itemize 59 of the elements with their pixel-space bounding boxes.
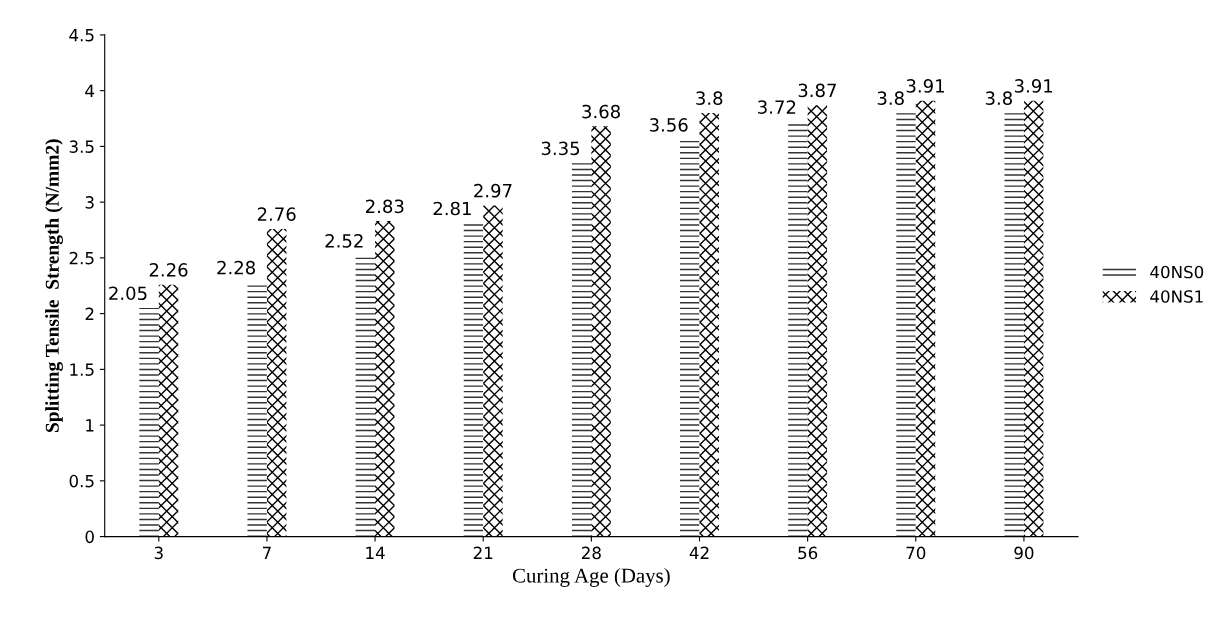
data-label: 3.68 <box>582 104 620 119</box>
data-label: 3.8 <box>877 91 904 105</box>
data-label: 2.05 <box>109 286 147 301</box>
data-label: 2.83 <box>366 199 404 214</box>
bar <box>788 121 808 537</box>
data-label: 3.8 <box>985 91 1012 105</box>
bar <box>463 223 484 537</box>
y-tick-label: 1.5 <box>70 363 94 376</box>
data-label: 2.26 <box>149 263 188 277</box>
data-label: 3.72 <box>758 100 796 114</box>
data-label: 3.91 <box>906 79 944 93</box>
y-tick-label: 4 <box>85 84 95 97</box>
x-tick-label: 70 <box>906 546 926 560</box>
bar <box>483 205 503 537</box>
data-label: 3.56 <box>649 118 688 132</box>
bar <box>896 112 916 537</box>
bar <box>266 228 287 537</box>
y-tick-label: 3 <box>85 196 94 209</box>
data-label: 2.81 <box>433 201 471 216</box>
x-tick-label: 56 <box>798 546 818 560</box>
bar <box>247 282 267 537</box>
y-tick-label: 3.5 <box>69 140 94 153</box>
y-tick-label: 0 <box>85 530 94 544</box>
y-axis-title: Splitting Tensile Strength (N/mm2) <box>45 139 63 433</box>
bar <box>355 255 376 537</box>
x-tick-label: 3 <box>154 546 163 560</box>
bar <box>915 100 936 537</box>
bar <box>591 126 611 537</box>
x-tick-label: 28 <box>581 546 601 560</box>
data-label: 3.91 <box>1014 79 1053 93</box>
y-tick-label: 0.5 <box>69 474 94 488</box>
x-tick-label: 42 <box>689 546 709 559</box>
data-label: 2.28 <box>217 260 255 275</box>
x-tick-label: 7 <box>263 546 271 559</box>
x-tick-label: 14 <box>366 546 385 559</box>
data-label: 3.8 <box>696 91 723 105</box>
y-tick-label: 1 <box>86 419 94 432</box>
y-tick-label: 2.5 <box>69 251 94 265</box>
bar <box>699 112 719 537</box>
bar <box>158 284 179 537</box>
data-label: 2.97 <box>474 183 512 198</box>
data-label: 3.35 <box>541 141 580 156</box>
bar <box>139 308 159 537</box>
x-tick-label: 21 <box>473 546 493 559</box>
data-label: 3.87 <box>798 83 836 98</box>
bar <box>571 163 592 537</box>
bar <box>807 105 828 537</box>
x-axis-title: Curing Age (Days) <box>512 567 670 587</box>
legend-label: 40NS1 <box>1150 290 1203 303</box>
data-label: 2.76 <box>257 207 296 221</box>
bar <box>680 139 700 537</box>
data-label: 2.52 <box>325 234 363 248</box>
bar <box>375 221 395 537</box>
legend-label: 40NS0 <box>1150 265 1204 279</box>
y-tick-label: 2 <box>85 307 94 320</box>
bar <box>1004 112 1024 537</box>
bar <box>1023 100 1044 537</box>
y-tick-label: 4.5 <box>69 29 94 42</box>
x-tick-label: 90 <box>1014 546 1034 560</box>
